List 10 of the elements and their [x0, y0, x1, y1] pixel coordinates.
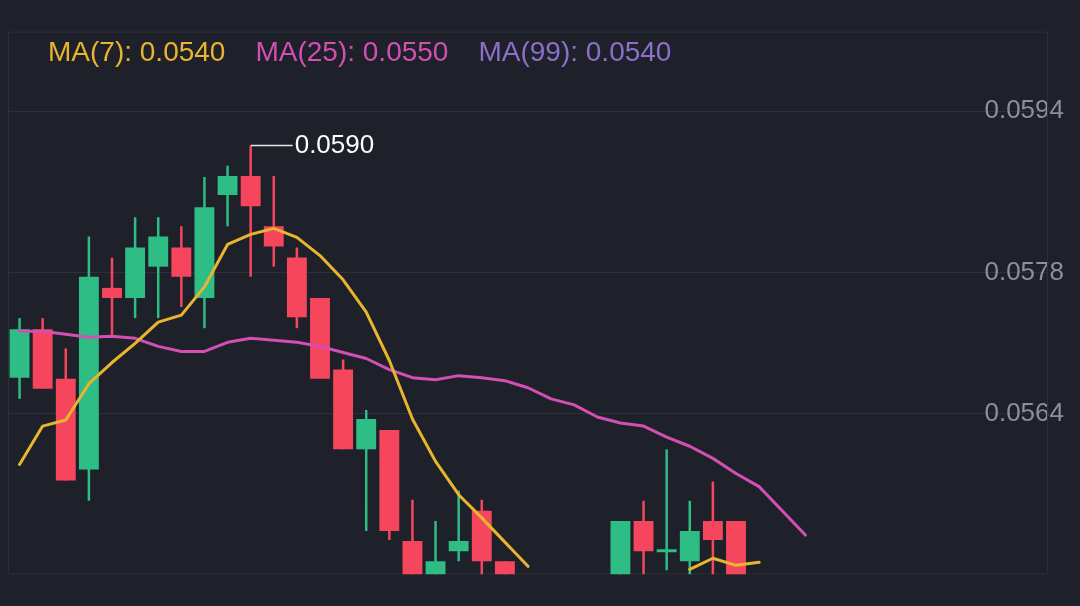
text: MA(25): 0.0550: [255, 36, 449, 67]
candlestick: [656, 449, 677, 571]
y-tick-label: 0.0594: [984, 94, 1064, 125]
legend-label: MA(99): 0.0540: [478, 36, 672, 67]
y-tick-label: 0.0564: [984, 397, 1064, 428]
y-tick-label: 0.0578: [984, 255, 1064, 286]
annotation: 0.0590: [294, 128, 375, 159]
candlestick: [425, 520, 446, 575]
candlestick: [448, 490, 469, 562]
text: MA(7): 0.0540: [48, 36, 226, 67]
